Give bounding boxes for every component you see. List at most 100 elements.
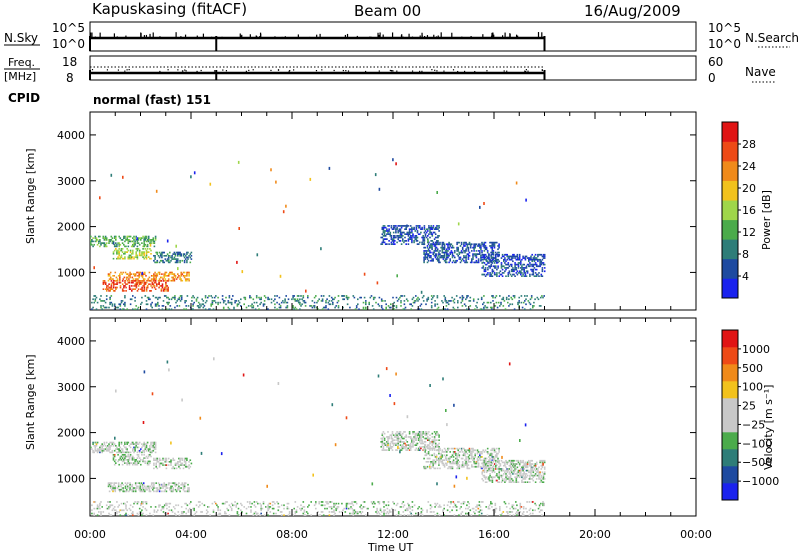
- echo-cell: [90, 239, 92, 241]
- echo-cell: [153, 457, 155, 460]
- echo-cell: [389, 446, 392, 448]
- echo-cell: [537, 468, 539, 470]
- echo-cell: [142, 285, 144, 287]
- echo-cell: [276, 301, 278, 304]
- nsky-spike: [517, 35, 519, 39]
- echo-cell: [230, 507, 233, 510]
- echo-cell: [477, 298, 480, 301]
- echo-cell: [476, 461, 479, 463]
- echo-cell: [105, 507, 108, 510]
- echo-cell: [175, 514, 177, 516]
- echo-cell: [121, 242, 124, 244]
- echo-cell: [141, 454, 143, 456]
- echo-cell: [159, 285, 161, 287]
- echo-cell: [429, 442, 431, 445]
- echo-cell: [430, 301, 433, 304]
- echo-cell: [118, 245, 120, 248]
- echo-cell: [410, 303, 412, 306]
- echo-cell: [489, 260, 491, 263]
- echo-cell: [501, 474, 504, 477]
- echo-cell: [444, 462, 447, 465]
- echo-cell: [483, 459, 486, 462]
- echo-cell: [271, 501, 274, 503]
- echo-cell: [117, 506, 119, 508]
- echo-cell: [532, 273, 535, 276]
- echo-cell: [434, 236, 437, 239]
- echo-cell: [434, 461, 437, 463]
- echo-cell: [505, 476, 507, 479]
- echo-cell: [135, 281, 138, 284]
- echo-cell: [426, 509, 428, 512]
- echo-cell: [154, 255, 156, 257]
- echo-cell: [123, 455, 125, 458]
- echo-cell: [347, 296, 350, 299]
- echo-cell: [157, 271, 160, 274]
- echo-cell: [217, 301, 219, 304]
- echo-cell: [146, 240, 149, 243]
- echo-cell: [169, 261, 171, 264]
- nsky-spike: [99, 32, 101, 39]
- echo-cell: [433, 459, 436, 461]
- echo-cell: [523, 275, 525, 277]
- echo-cell: [329, 501, 332, 503]
- echo-cell: [538, 253, 540, 256]
- echo-cell: [150, 278, 153, 280]
- echo-cell: [434, 467, 437, 470]
- echo-cell: [400, 225, 403, 227]
- echo-cell: [124, 454, 126, 456]
- echo-cell: [509, 478, 512, 480]
- echo-cell: [187, 278, 189, 280]
- echo-cell: [162, 464, 164, 466]
- echo-cell: [154, 271, 156, 274]
- echo-cell: [434, 432, 437, 435]
- colorbar-segment: [722, 122, 738, 142]
- echo-cell: [144, 271, 146, 274]
- echo-cell: [378, 296, 381, 299]
- echo-cell: [465, 507, 467, 510]
- echo-cell: [95, 239, 98, 241]
- echo-cell: [124, 485, 127, 488]
- echo-cell: [153, 259, 155, 262]
- echo-cell: [155, 303, 158, 306]
- echo-cell: [498, 469, 500, 472]
- echo-cell: [495, 255, 497, 258]
- echo-cell: [136, 443, 139, 445]
- echo-cell: [453, 514, 456, 516]
- beam-title: Beam 00: [354, 2, 421, 20]
- echo-cell: [110, 301, 113, 304]
- echo-cell: [121, 460, 124, 463]
- echo-cell: [407, 243, 410, 245]
- echo-cell: [155, 464, 157, 466]
- echo-cell: [337, 506, 340, 508]
- echo-cell: [469, 449, 472, 452]
- echo-cell: [494, 258, 497, 260]
- echo-cell: [307, 506, 309, 508]
- echo-cell: [480, 509, 483, 512]
- echo-cell: [507, 511, 509, 513]
- echo-cell: [460, 259, 463, 262]
- echo-cell: [434, 241, 437, 244]
- echo-cell: [403, 514, 406, 516]
- echo-cell: [507, 476, 510, 479]
- echo-cell: [101, 506, 103, 508]
- echo-cell: [406, 233, 409, 235]
- echo-cell: [513, 255, 515, 258]
- echo-cell: [163, 275, 165, 277]
- echo-cell: [465, 512, 467, 515]
- echo-cell: [142, 501, 144, 503]
- echo-cell: [129, 446, 132, 449]
- echo-cell: [165, 255, 168, 257]
- echo-cell: [141, 281, 143, 284]
- echo-cell: [407, 233, 410, 235]
- echo-cell: [510, 459, 513, 462]
- echo-cell: [463, 303, 466, 306]
- echo-cell: [310, 514, 312, 516]
- echo-cell: [476, 504, 478, 507]
- echo-cell: [441, 459, 444, 461]
- echo-cell: [383, 432, 386, 435]
- echo-cell: [180, 296, 183, 299]
- echo-cell: [111, 441, 114, 444]
- echo-cell: [493, 272, 496, 274]
- echo-cell: [518, 272, 521, 274]
- echo-cell: [404, 228, 406, 230]
